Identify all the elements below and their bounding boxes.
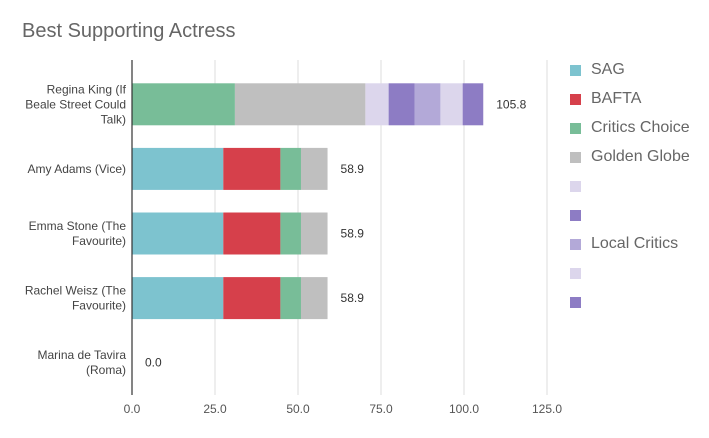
- bar-segment: [234, 83, 366, 126]
- legend-item: Golden Globe: [570, 147, 690, 167]
- bar-segment: [365, 83, 389, 126]
- x-tick-label: 125.0: [532, 402, 562, 416]
- legend-swatch: [570, 296, 581, 308]
- legend-swatch: [570, 122, 581, 134]
- legend-label: SAG: [591, 61, 625, 78]
- bar-segment: [132, 212, 224, 255]
- bar-segment: [223, 277, 281, 320]
- bar-segment: [388, 83, 415, 126]
- y-category-label: Rachel Weisz (The: [25, 284, 126, 298]
- legend-swatch: [570, 180, 581, 192]
- legend-item: BAFTA: [570, 89, 641, 109]
- bar-segment: [280, 147, 301, 190]
- legend-swatch: [570, 151, 581, 163]
- bar-segment: [280, 277, 301, 320]
- legend-item: Critics Choice: [570, 118, 690, 138]
- bar-segment: [132, 83, 235, 126]
- bar-segment: [132, 147, 224, 190]
- bar-segment: [223, 212, 281, 255]
- legend-item: [570, 292, 581, 312]
- bar-segment: [300, 212, 328, 255]
- legend-item: [570, 176, 581, 196]
- legend-item: [570, 263, 581, 283]
- bar-segment: [223, 147, 281, 190]
- bar-segment: [300, 147, 328, 190]
- legend-swatch: [570, 238, 581, 250]
- legend-item: [570, 205, 581, 225]
- y-category-label: Marina de Tavira: [38, 348, 127, 362]
- x-tick-label: 50.0: [286, 402, 310, 416]
- bar-segment: [300, 277, 328, 320]
- y-category-label: (Roma): [86, 363, 126, 377]
- legend-item: SAG: [570, 60, 625, 80]
- legend-swatch: [570, 64, 581, 76]
- data-label: 58.9: [341, 227, 365, 241]
- y-category-label: Talk): [101, 112, 126, 126]
- bar-segment: [462, 83, 484, 126]
- data-label: 58.9: [341, 162, 365, 176]
- y-category-label: Favourite): [72, 234, 126, 248]
- legend-label: Local Critics: [591, 235, 679, 252]
- bar-segment: [440, 83, 463, 126]
- legend-swatch: [570, 209, 581, 221]
- y-category-label: Beale Street Could: [25, 97, 126, 111]
- bar-segment: [132, 277, 224, 320]
- data-label: 105.8: [496, 97, 526, 111]
- y-category-label: Favourite): [72, 299, 126, 313]
- legend-swatch: [570, 93, 581, 105]
- y-category-label: Emma Stone (The: [29, 219, 127, 233]
- y-category-label: Amy Adams (Vice): [28, 162, 126, 176]
- bar-segment: [280, 212, 301, 255]
- y-category-label: Regina King (If: [47, 82, 127, 96]
- legend-swatch: [570, 267, 581, 279]
- x-tick-label: 100.0: [449, 402, 479, 416]
- x-tick-label: 0.0: [124, 402, 141, 416]
- data-label: 0.0: [145, 356, 162, 370]
- bar-segment: [414, 83, 441, 126]
- data-label: 58.9: [341, 291, 365, 305]
- x-tick-label: 75.0: [369, 402, 393, 416]
- legend-label: Golden Globe: [591, 148, 690, 165]
- legend-label: Critics Choice: [591, 119, 690, 136]
- x-tick-label: 25.0: [203, 402, 227, 416]
- legend-item: Local Critics: [570, 234, 678, 254]
- chart-title: Best Supporting Actress: [22, 20, 236, 42]
- legend-label: BAFTA: [591, 90, 642, 107]
